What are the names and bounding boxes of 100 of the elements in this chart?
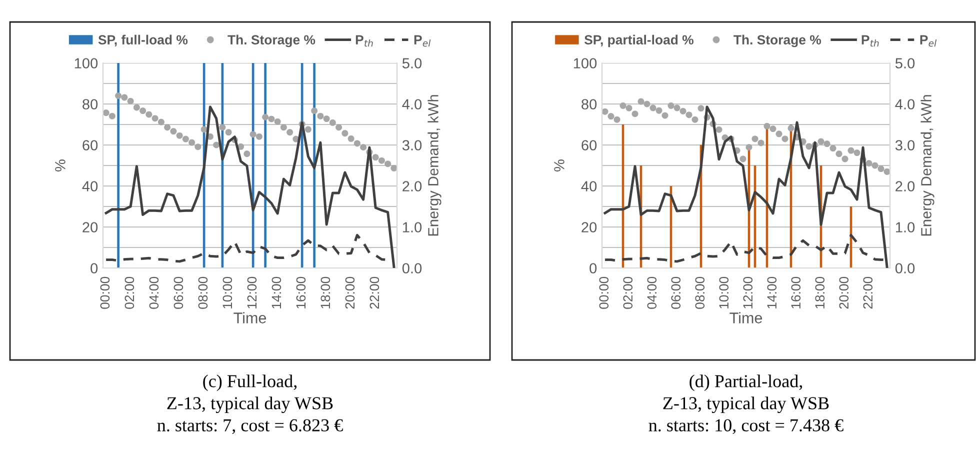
point [140,108,146,114]
point [372,154,379,161]
point [152,115,158,122]
point [872,162,878,169]
x-tick-label: 02:00 [623,276,633,309]
legend-label: P$_{th}$ [356,35,373,47]
point [103,110,110,116]
point [764,122,770,130]
legend-label: Th. Storage % [734,34,822,48]
point [390,164,397,172]
point [662,112,668,119]
point [668,102,674,109]
point [836,150,842,158]
line-series [604,106,888,268]
point [200,126,208,133]
x-tick-label: 14:00 [272,276,282,308]
y2-tick-label: 3.0 [895,140,915,150]
point [830,145,836,152]
x-tick-label: 16:00 [296,276,306,308]
y-tick-label: 60 [82,140,98,150]
x-tick-label: 16:00 [791,276,801,308]
point [176,132,183,139]
point [286,129,294,136]
text: (c) Full-load, Z-13, typical day WSB n. starts: 7, cost = 6.823 € [157,374,343,434]
point [788,124,794,132]
point [632,110,638,118]
y2-tick-label: 5.0 [895,58,915,68]
point [686,112,692,118]
point [336,124,342,131]
point [758,140,764,146]
x-tick-label: 06:00 [174,276,184,309]
point [866,160,872,166]
point [384,160,392,168]
x-tick-label: 00:00 [599,276,609,309]
y2-tick-label: 0.0 [402,263,422,274]
legend-label: SP, partial-load % [584,34,694,48]
y2-tick-label: 1.0 [896,222,915,232]
point [842,156,848,162]
point [698,105,704,112]
y-tick-label: 100 [74,58,98,68]
x-tick-label: 22:00 [370,276,380,309]
y-tick-label: 100 [574,58,597,68]
point [262,114,269,120]
y-tick-label: 80 [582,99,597,110]
point [626,104,632,112]
x-tick-label: 08:00 [198,276,208,309]
point [219,124,226,131]
point [650,104,656,112]
x-tick-label: 02:00 [124,276,134,309]
point [170,128,177,135]
legend-label: P$_{el}$ [920,35,937,47]
point [848,147,854,154]
point [146,111,152,118]
y2-tick-label: 2.0 [896,181,915,192]
point [280,124,287,131]
y2-tick-label: 5.0 [402,58,422,68]
point [680,108,686,114]
point [740,156,746,162]
point [752,136,758,142]
x-axis-title: Time [234,312,266,324]
point [323,116,330,122]
text: (d) Partial-load, Z-13, typical day WSB n. starts: 10, cost = 7.438 € [648,374,844,434]
x-tick-label: 20:00 [345,276,355,309]
point [274,118,281,125]
y2-tick-label: 3.0 [402,140,422,150]
y-tick-label: 0 [590,263,597,274]
point [158,118,164,126]
point [776,130,782,138]
x-tick-label: 20:00 [839,276,849,309]
x-axis-title: Time [730,312,762,324]
y2-tick-label: 1.0 [402,222,422,232]
point [182,136,189,142]
y-tick-label: 60 [582,140,597,150]
point [348,135,354,142]
x-tick-label: 08:00 [695,276,705,309]
point [692,116,698,123]
point [878,166,884,172]
y2-axis-title: Energy Demand, kWh [920,95,934,236]
legend-label: P$_{el}$ [414,35,431,47]
point [716,126,722,133]
x-tick-label: 12:00 [247,276,257,308]
point [127,98,134,104]
x-tick-label: 18:00 [815,276,825,308]
y2-tick-label: 4.0 [895,99,915,110]
line-series [104,106,396,268]
point [342,130,348,137]
point [602,108,608,115]
point [115,92,122,100]
x-tick-label: 10:00 [719,276,729,308]
y-tick-label: 80 [82,99,98,110]
point [614,116,620,123]
point [656,107,662,114]
x-tick-label: 18:00 [320,276,330,308]
point [620,102,626,109]
point [806,143,812,150]
point [854,150,860,156]
point [329,119,336,126]
point [188,139,196,146]
y2-axis-title: Energy Demand, kWh [428,95,442,236]
y-axis-title: % [55,160,66,172]
